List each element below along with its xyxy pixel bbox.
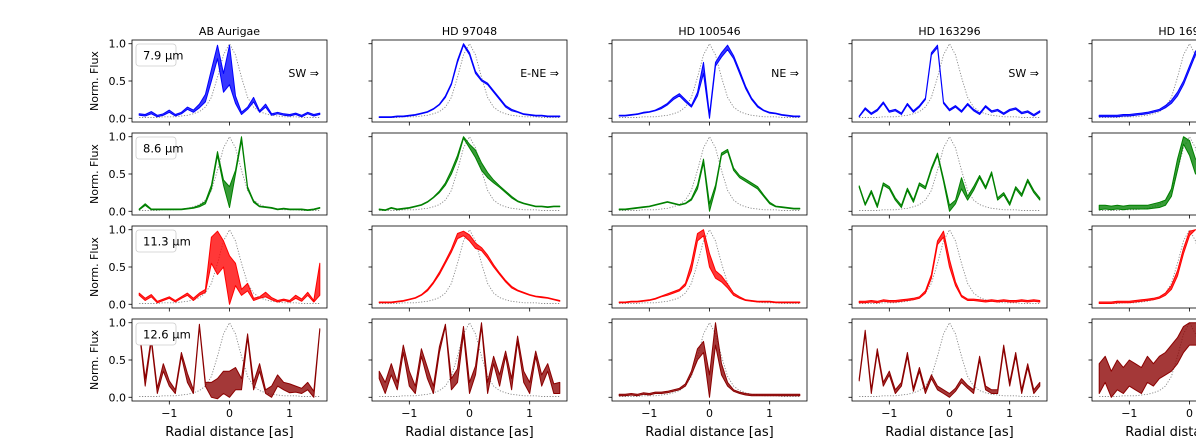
panel-title: HD 100546 — [678, 25, 740, 38]
subplot — [608, 225, 808, 312]
subplot: −1 0 1 Radial distance [as] — [608, 318, 808, 440]
y-axis-label: Norm. Flux — [88, 330, 101, 390]
x-tick-label: −1 — [641, 407, 657, 420]
flux-band — [1098, 49, 1196, 118]
x-tick-label: 1 — [526, 407, 533, 420]
panel-title: HD 97048 — [442, 25, 497, 38]
legend-box — [135, 43, 177, 67]
x-tick-label: −1 — [161, 407, 177, 420]
direction-label: SW ⇒ — [1008, 67, 1039, 80]
flux-band — [858, 230, 1041, 304]
subplot: −1 0 1 Radial distance [as] — [368, 318, 568, 440]
flux-band — [1098, 136, 1196, 211]
flux-band — [858, 329, 1041, 398]
x-tick-label: 0 — [706, 407, 713, 420]
legend-box — [135, 136, 177, 160]
subplot: 0.0 0.5 1.0 Norm. Flux 8.6 μm — [88, 131, 328, 219]
flux-band — [378, 230, 561, 304]
panel-title: HD 163296 — [918, 25, 980, 38]
x-axis-label: Radial distance [as] — [645, 425, 773, 440]
flux-band — [378, 136, 561, 211]
y-tick-label: 1.0 — [109, 317, 127, 330]
subplot — [368, 225, 568, 312]
band-label: 8.6 μm — [143, 142, 183, 156]
flux-band — [618, 44, 801, 119]
y-tick-label: 0.5 — [109, 75, 127, 88]
flux-band — [138, 323, 321, 400]
flux-band — [138, 44, 321, 118]
band-label: 7.9 μm — [143, 49, 183, 63]
subplot: 0.0 0.5 1.0 Norm. Flux 7.9 μm SW ⇒ — [88, 38, 328, 126]
subplot: SW ⇒ — [848, 39, 1048, 126]
subplot — [1088, 39, 1196, 126]
flux-band — [618, 229, 801, 304]
x-tick-label: 1 — [286, 407, 293, 420]
legend-box — [135, 322, 177, 346]
subplot: 0.0 0.5 1.0 −1 0 1 Norm. Flux 12.6 μm Radial dis… — [88, 317, 328, 440]
x-tick-label: 0 — [466, 407, 473, 420]
flux-band — [378, 43, 561, 118]
x-tick-label: 0 — [1186, 407, 1193, 420]
subplot: E-NE ⇒ — [368, 39, 568, 126]
y-tick-label: 1.0 — [109, 38, 127, 51]
x-tick-label: −1 — [881, 407, 897, 420]
flux-band — [1098, 322, 1196, 398]
x-tick-label: −1 — [1121, 407, 1137, 420]
subplot — [848, 132, 1048, 219]
y-axis-label: Norm. Flux — [88, 51, 101, 111]
y-tick-label: 0.5 — [109, 261, 127, 274]
direction-label: E-NE ⇒ — [520, 67, 559, 80]
y-tick-label: 0.0 — [109, 205, 127, 218]
x-tick-label: 0 — [226, 407, 233, 420]
subplot: −1 0 1 Radial distance [as] — [848, 318, 1048, 440]
direction-label: SW ⇒ — [288, 67, 319, 80]
subplot: NE ⇒ — [608, 39, 808, 126]
y-tick-label: 0.0 — [109, 112, 127, 125]
y-tick-label: 0.5 — [109, 354, 127, 367]
y-tick-label: 1.0 — [109, 131, 127, 144]
x-tick-label: 1 — [766, 407, 773, 420]
x-tick-label: −1 — [401, 407, 417, 420]
flux-band — [618, 322, 801, 398]
flux-band — [618, 148, 801, 212]
y-tick-label: 0.0 — [109, 298, 127, 311]
subplot — [1088, 132, 1196, 219]
y-axis-label: Norm. Flux — [88, 144, 101, 204]
y-tick-label: 1.0 — [109, 224, 127, 237]
y-tick-label: 0.5 — [109, 168, 127, 181]
x-axis-label: Radial distance [as] — [165, 425, 293, 440]
panel-title: AB Aurigae — [199, 25, 260, 38]
flux-band — [378, 322, 561, 394]
flux-band — [858, 44, 1041, 118]
x-axis-label: Radial distance [as] — [1125, 425, 1196, 440]
y-tick-label: 0.0 — [109, 391, 127, 404]
band-label: 11.3 μm — [143, 235, 191, 249]
direction-label: NE ⇒ — [771, 67, 799, 80]
flux-band — [1098, 229, 1196, 304]
flux-band — [138, 136, 321, 211]
legend-box — [135, 229, 177, 253]
band-label: 12.6 μm — [143, 328, 191, 342]
x-tick-label: 1 — [1006, 407, 1013, 420]
flux-band — [138, 230, 321, 305]
panel-title: HD 169142 — [1158, 25, 1196, 38]
y-axis-label: Norm. Flux — [88, 237, 101, 297]
x-axis-label: Radial distance [as] — [405, 425, 533, 440]
x-tick-label: 0 — [946, 407, 953, 420]
subplot — [1088, 225, 1196, 312]
subplot — [848, 225, 1048, 312]
x-axis-label: Radial distance [as] — [885, 425, 1013, 440]
subplot — [608, 132, 808, 219]
flux-band — [858, 152, 1041, 212]
subplot: 0.0 0.5 1.0 Norm. Flux 11.3 μm — [88, 224, 328, 312]
subplot — [368, 132, 568, 219]
